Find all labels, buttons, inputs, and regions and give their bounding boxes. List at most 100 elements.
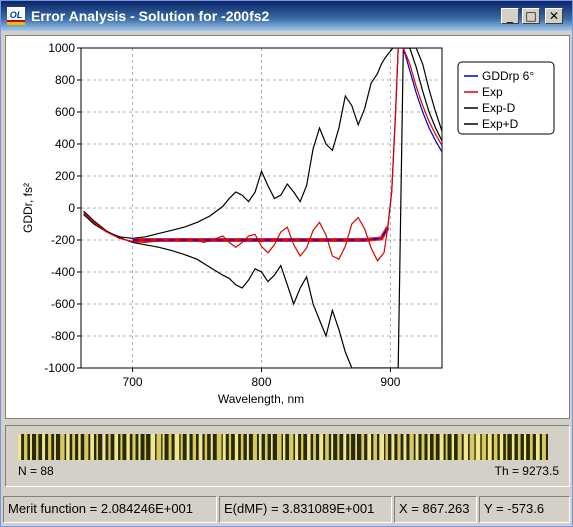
layer-stripe xyxy=(295,434,299,460)
layer-stripe xyxy=(264,434,268,460)
layer-stripe xyxy=(30,434,32,460)
legend-label-2: Exp-D xyxy=(482,101,516,115)
layer-stripe xyxy=(84,434,89,460)
legend-label-0: GDDrp 6° xyxy=(482,69,534,83)
window-title: Error Analysis - Solution for -200fs2 xyxy=(31,8,270,24)
layer-stripe xyxy=(66,434,70,460)
x-axis: 700 800 900 xyxy=(123,368,401,389)
layer-stripe xyxy=(60,434,65,460)
layer-stripe xyxy=(36,434,39,460)
layer-stripe xyxy=(216,434,222,460)
layer-stripe xyxy=(505,434,508,460)
layer-stripe xyxy=(240,434,244,460)
minimize-icon: _ xyxy=(507,9,513,23)
y-tick-label: -800 xyxy=(51,329,75,343)
layer-stripe xyxy=(204,434,208,460)
layer-stripe xyxy=(445,434,448,460)
layer-stripe xyxy=(42,434,46,460)
layer-stripe xyxy=(126,434,130,460)
y-tick-label: -1000 xyxy=(44,361,75,375)
layer-stripe xyxy=(469,434,475,460)
layer-stripe xyxy=(421,434,425,460)
layer-stripe xyxy=(499,434,504,460)
y-axis: 1000 800 600 400 200 0 -200 -400 -600 -800 -1000 xyxy=(44,41,81,375)
layer-stripe xyxy=(337,434,340,460)
layer-stripe xyxy=(180,434,183,460)
layer-stripe xyxy=(132,434,136,460)
layer-stripe xyxy=(373,434,377,460)
layer-stripe xyxy=(457,434,462,460)
layer-stripe xyxy=(228,434,232,460)
layer-stripe xyxy=(355,434,357,460)
layer-stripe xyxy=(156,434,162,460)
layer-stripe xyxy=(252,434,257,460)
layer-stripe xyxy=(379,434,385,460)
x-tick-label: 800 xyxy=(251,375,271,389)
layer-stripe xyxy=(144,434,147,460)
close-icon: ✕ xyxy=(548,9,560,23)
series-layer xyxy=(83,48,442,368)
layer-stripe xyxy=(439,434,444,460)
layer-stripe xyxy=(276,434,282,460)
layer-stripe xyxy=(523,434,527,460)
layer-stripe xyxy=(325,434,329,460)
layer-stripe xyxy=(150,434,156,460)
layer-stripe xyxy=(162,434,165,460)
x-tick-label: 900 xyxy=(380,375,400,389)
series-line-3 xyxy=(83,48,442,240)
maximize-button[interactable]: □ xyxy=(522,8,540,24)
merit-function-status: Merit function = 2.084246E+001 xyxy=(3,496,217,523)
y-tick-label: -600 xyxy=(51,297,75,311)
layer-stripe xyxy=(102,434,106,460)
y-coordinate-status: Y = -573.6 xyxy=(479,496,570,523)
ol-app-icon: OL xyxy=(7,7,25,25)
layer-stripe xyxy=(48,434,52,460)
layer-stripe xyxy=(475,434,481,460)
layer-stripe xyxy=(511,434,515,460)
layer-stripe xyxy=(403,434,407,460)
layer-stripe xyxy=(138,434,141,460)
total-thickness-label: Th = 9273.5 xyxy=(494,464,559,478)
layer-stripe xyxy=(493,434,498,460)
y-tick-label: -200 xyxy=(51,233,75,247)
legend-label-3: Exp+D xyxy=(482,117,519,131)
layer-stripe xyxy=(54,434,56,460)
layer-stripe xyxy=(72,434,76,460)
layer-stripe xyxy=(270,434,273,460)
layer-stripe xyxy=(24,434,28,460)
y-tick-label: 600 xyxy=(55,105,75,119)
layer-stripe xyxy=(307,434,311,460)
y-tick-label: 800 xyxy=(55,73,75,87)
series-line-2 xyxy=(83,48,442,368)
plot-panel[interactable]: 700 800 900 1000 800 600 400 200 0 -200 -400 -600 -… xyxy=(5,35,570,419)
layer-stripe xyxy=(210,434,213,460)
layer-stripe xyxy=(174,434,180,460)
legend-label-1: Exp xyxy=(482,85,503,99)
layer-stripe xyxy=(391,434,395,460)
close-button[interactable]: ✕ xyxy=(545,8,563,24)
layer-stripe xyxy=(529,434,533,460)
layer-stripe xyxy=(313,434,316,460)
y-tick-label: 0 xyxy=(68,201,75,215)
layer-stripe xyxy=(415,434,419,460)
layer-barcode xyxy=(18,434,548,460)
layer-stripe xyxy=(319,434,324,460)
maximize-icon: □ xyxy=(525,9,537,23)
layer-stripe xyxy=(385,434,388,460)
layer-stripe xyxy=(541,434,546,460)
layer-stripe xyxy=(331,434,334,460)
layer-stripe xyxy=(367,434,372,460)
gddr-chart[interactable]: 700 800 900 1000 800 600 400 200 0 -200 -400 -600 -… xyxy=(6,36,569,418)
x-axis-label: Wavelength, nm xyxy=(218,392,304,406)
layer-stripe xyxy=(192,434,196,460)
edmf-status: E(dMF) = 3.831089E+001 xyxy=(219,496,392,523)
layer-stripe xyxy=(535,434,540,460)
minimize-button[interactable]: _ xyxy=(501,8,519,24)
ol-icon-text: OL xyxy=(10,10,23,20)
title-bar[interactable]: OL Error Analysis - Solution for -200fs2… xyxy=(1,1,572,31)
layer-stripe xyxy=(96,434,99,460)
layer-stripe xyxy=(222,434,226,460)
target-band xyxy=(132,226,390,242)
legend-box xyxy=(457,61,555,135)
